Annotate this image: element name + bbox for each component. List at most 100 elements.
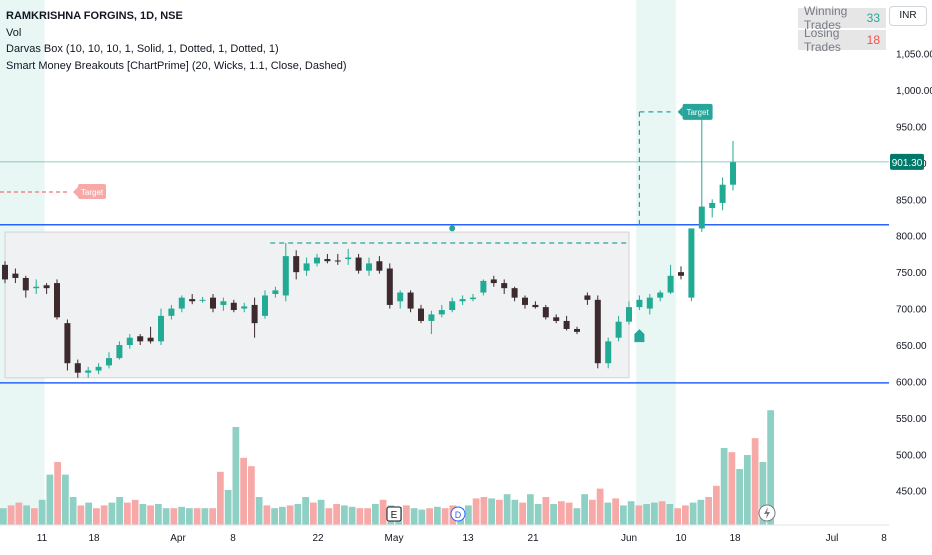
volume-bar <box>248 466 255 525</box>
indicator-volume[interactable]: Vol <box>6 26 22 39</box>
candle-body <box>12 273 19 278</box>
volume-bar <box>139 504 147 525</box>
volume-bar <box>643 504 650 525</box>
losing-trades-label: Losing Trades <box>804 26 841 54</box>
candle-body <box>594 299 601 364</box>
volume-bar <box>240 457 247 525</box>
candle-body <box>376 261 383 271</box>
volume-bar <box>116 497 123 525</box>
candle-body <box>626 307 632 322</box>
volume-bar <box>612 498 619 525</box>
candle-body <box>574 328 580 332</box>
x-tick-label: 11 <box>37 533 48 544</box>
volume-bar <box>713 485 720 525</box>
candle-body <box>137 336 144 342</box>
indicator-smart-money[interactable]: Smart Money Breakouts [ChartPrime] (20, … <box>6 59 347 72</box>
volume-bar <box>519 502 526 525</box>
volume-bar <box>604 502 612 525</box>
volume-bar <box>674 508 681 525</box>
volume-bar <box>69 497 77 525</box>
volume-bar <box>465 505 472 525</box>
volume-bar <box>333 504 340 525</box>
losing-trades-row: Losing Trades 18 <box>798 26 886 54</box>
x-tick-label: 10 <box>675 533 687 544</box>
last-price-label: 901.30 <box>892 158 923 169</box>
candle-body <box>397 292 404 302</box>
old-target-pointer <box>73 187 78 197</box>
volume-bar <box>62 474 69 525</box>
candle-body <box>449 301 456 311</box>
candle-body <box>688 228 695 298</box>
x-tick-label: 8 <box>881 533 887 544</box>
candle-body <box>147 337 154 342</box>
volume-bar <box>0 508 7 525</box>
candle-body <box>241 306 248 309</box>
candle-body <box>43 285 50 289</box>
winning-trades-value: 33 <box>866 11 880 25</box>
losing-trades-value: 18 <box>866 33 880 47</box>
volume-bar <box>356 508 364 525</box>
volume-bar <box>635 505 643 525</box>
volume-bar <box>271 508 278 525</box>
y-tick-label: 550.00 <box>896 414 927 425</box>
candle-body <box>470 297 476 300</box>
x-tick-label: Jul <box>826 533 839 544</box>
volume-bar <box>100 505 108 525</box>
x-tick-label: 22 <box>312 533 324 544</box>
volume-bar <box>550 504 557 525</box>
volume-bar <box>728 452 736 525</box>
volume-bar <box>124 502 131 525</box>
candle-body <box>293 256 300 273</box>
chart-legend: RAMKRISHNA FORGINS, 1D, NSE Vol Darvas B… <box>6 8 347 74</box>
volume-bar <box>705 497 712 525</box>
y-tick-label: 450.00 <box>896 487 927 498</box>
candle-body <box>730 162 736 185</box>
volume-bar <box>201 508 209 525</box>
candle-body <box>438 310 445 315</box>
volume-bar <box>279 506 286 525</box>
currency-selector[interactable]: INR <box>889 6 927 26</box>
candle-body <box>657 292 664 298</box>
candle-body <box>386 268 393 305</box>
candle-body <box>168 308 175 316</box>
candle-body <box>678 272 684 276</box>
volume-bar <box>534 504 542 525</box>
x-tick-label: Apr <box>170 533 186 544</box>
candle-body <box>584 295 591 300</box>
volume-bar <box>286 505 294 525</box>
candle-body <box>501 283 508 289</box>
volume-bar <box>558 501 565 525</box>
volume-bar <box>372 504 379 525</box>
candle-body <box>22 277 29 291</box>
volume-bar <box>379 499 387 525</box>
indicator-darvas-box[interactable]: Darvas Box (10, 10, 10, 1, Solid, 1, Dot… <box>6 43 279 55</box>
volume-bar <box>581 494 588 525</box>
candle-body <box>324 259 331 262</box>
volume-bar <box>193 508 201 525</box>
x-tick-label: May <box>385 533 404 544</box>
volume-bar <box>178 506 185 525</box>
y-tick-label: 1,050.00 <box>896 50 932 61</box>
volume-bar <box>317 499 325 525</box>
volume-bar <box>511 499 519 525</box>
candle-body <box>636 299 643 308</box>
volume-bar <box>255 497 263 525</box>
volume-bar <box>620 505 627 525</box>
old-target-label: Target <box>81 188 104 197</box>
candle-body <box>262 295 268 316</box>
volume-bar <box>573 508 581 525</box>
target-label-bg <box>682 103 713 120</box>
symbol-title[interactable]: RAMKRISHNA FORGINS, 1D, NSE <box>6 10 183 22</box>
winning-trades-row: Winning Trades 33 <box>798 4 886 32</box>
candle-body <box>532 304 539 308</box>
candle-body <box>116 345 123 359</box>
candle-body <box>54 283 60 318</box>
volume-bar <box>651 502 658 525</box>
candle-body <box>553 317 560 321</box>
trade-stats-table: Winning Trades 33 Losing Trades 18 <box>798 4 886 54</box>
candle-body <box>490 279 497 284</box>
volume-bar <box>186 508 193 525</box>
volume-bar <box>503 494 511 525</box>
